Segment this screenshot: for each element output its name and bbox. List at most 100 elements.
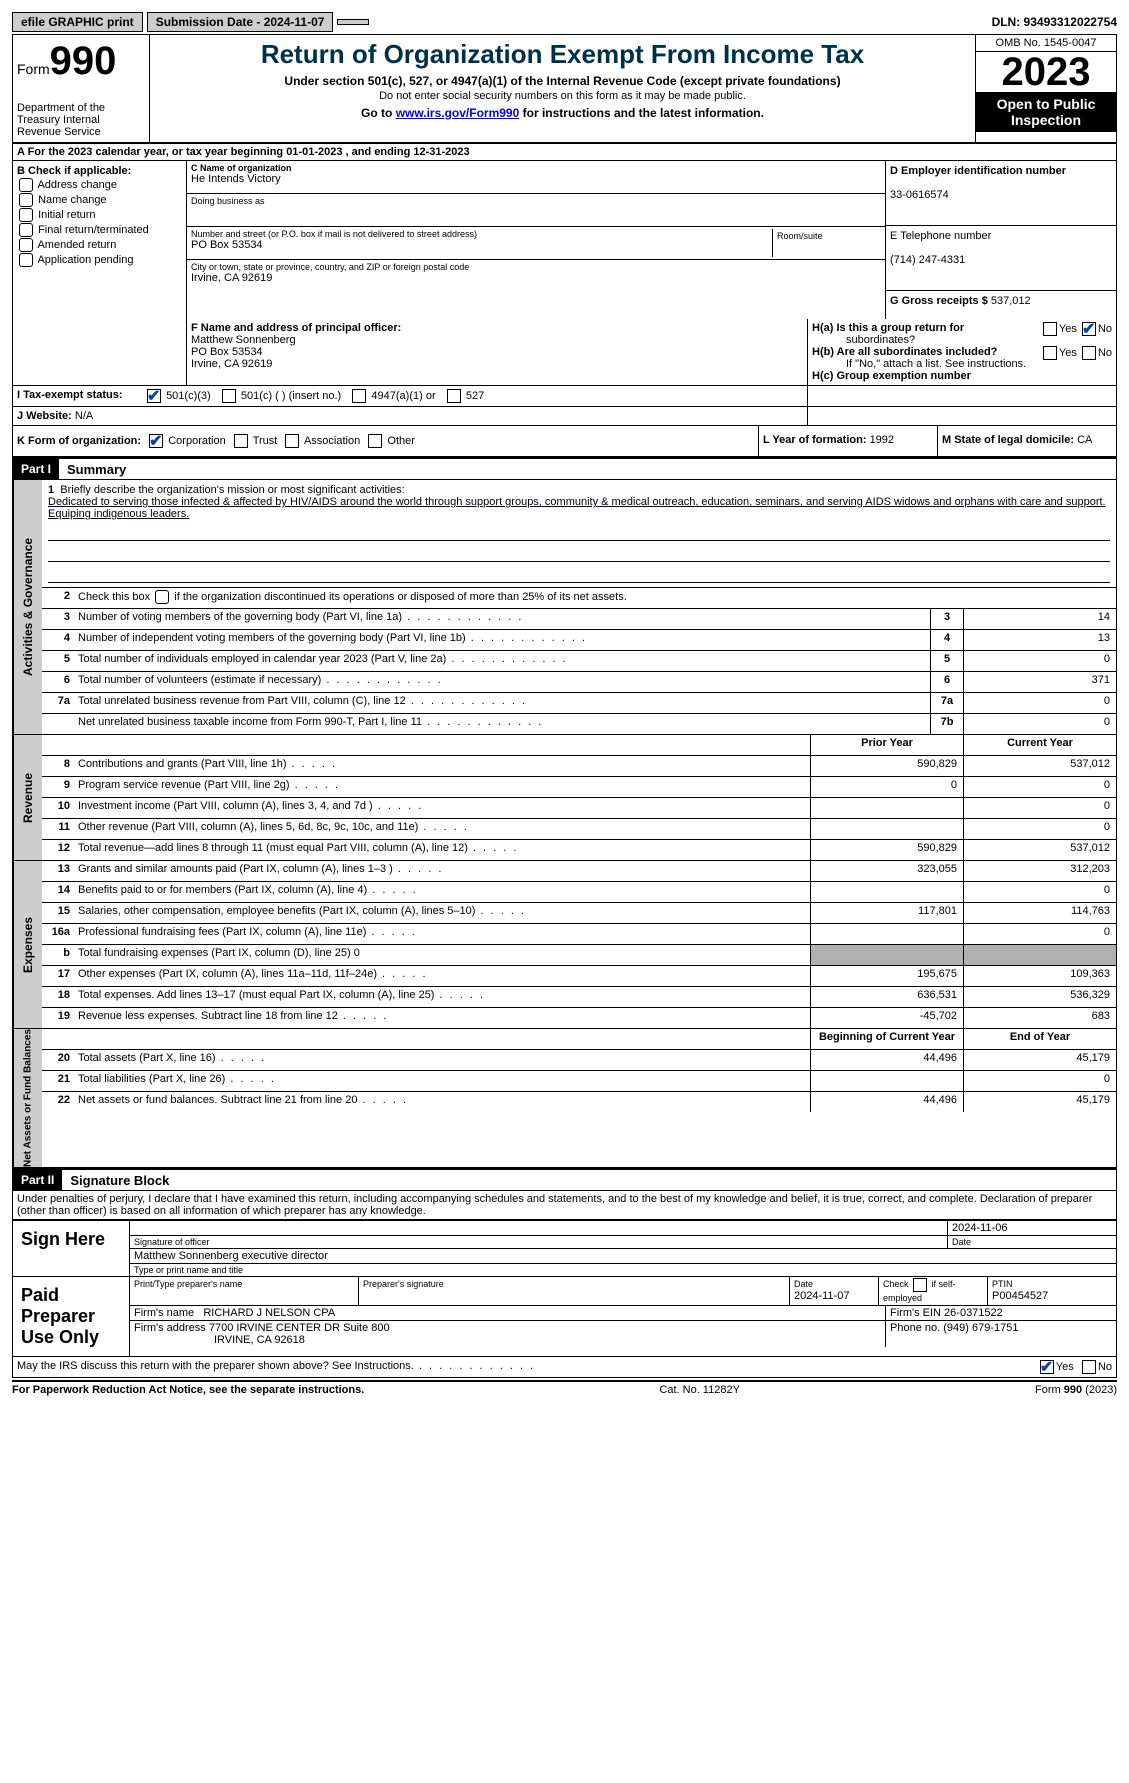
table-row: 18Total expenses. Add lines 13–17 (must … <box>42 987 1116 1008</box>
subtitle-2: Do not enter social security numbers on … <box>158 90 967 102</box>
hb-row: H(b) Are all subordinates included? Yes … <box>812 346 1112 370</box>
part2-title: Signature Block <box>70 1173 169 1188</box>
sig-officer-label: Signature of officer <box>130 1236 947 1248</box>
form-header: Form990 Department of the Treasury Inter… <box>12 34 1117 144</box>
section-b: B Check if applicable: Address change Na… <box>13 161 187 319</box>
discuss-no[interactable] <box>1082 1360 1096 1374</box>
goto-line: Go to www.irs.gov/Form990 for instructio… <box>158 106 967 120</box>
header-prior-year: Prior Year <box>810 735 963 755</box>
year-formation-label: L Year of formation: <box>763 434 870 446</box>
website-label: J Website: <box>17 410 75 422</box>
section-b-heading: B Check if applicable: <box>17 165 182 177</box>
check-corporation[interactable] <box>149 434 163 448</box>
goto-prefix: Go to <box>361 106 396 120</box>
ha-row: H(a) Is this a group return for Yes No s… <box>812 322 1112 346</box>
mission-text: Dedicated to serving those infected & af… <box>48 496 1106 520</box>
sig-date-label: Date <box>947 1236 1116 1248</box>
check-527[interactable] <box>447 389 461 403</box>
check-amended[interactable]: Amended return <box>17 238 182 252</box>
prep-sig-label: Preparer's signature <box>363 1279 444 1289</box>
officer-city: Irvine, CA 92619 <box>191 358 272 370</box>
table-row: Net unrelated business taxable income fr… <box>42 714 1116 734</box>
firm-ein: 26-0371522 <box>944 1307 1003 1319</box>
check-name-change[interactable]: Name change <box>17 193 182 207</box>
line1-num: 1 <box>48 484 54 496</box>
discuss-row: May the IRS discuss this return with the… <box>13 1357 1116 1377</box>
website-value: N/A <box>75 410 93 422</box>
vtab-net: Net Assets or Fund Balances <box>13 1029 42 1167</box>
form-title: Return of Organization Exempt From Incom… <box>158 39 967 70</box>
vtab-revenue: Revenue <box>13 735 42 860</box>
part2-label: Part II <box>13 1170 62 1190</box>
ein-label: D Employer identification number <box>890 165 1066 177</box>
table-row: 21Total liabilities (Part X, line 26)0 <box>42 1071 1116 1092</box>
check-address-change[interactable]: Address change <box>17 178 182 192</box>
org-name: He Intends Victory <box>191 173 881 185</box>
check-501c[interactable] <box>222 389 236 403</box>
check-initial-return[interactable]: Initial return <box>17 208 182 222</box>
form-prefix: Form <box>17 61 50 77</box>
year-formation: 1992 <box>870 434 894 446</box>
section-j: J Website: N/A <box>12 407 1117 426</box>
firm-name-label: Firm's name <box>134 1307 197 1319</box>
gross-receipts-value: 537,012 <box>991 295 1031 307</box>
table-row: 14Benefits paid to or for members (Part … <box>42 882 1116 903</box>
check-application-pending[interactable]: Application pending <box>17 253 182 267</box>
firm-addr: 7700 IRVINE CENTER DR Suite 800 <box>209 1322 390 1334</box>
check-501c3[interactable] <box>147 389 161 403</box>
check-discontinued[interactable] <box>155 590 169 604</box>
discuss-yes[interactable] <box>1040 1360 1054 1374</box>
prep-date: 2024-11-07 <box>794 1290 849 1302</box>
check-association[interactable] <box>285 434 299 448</box>
firm-city: IRVINE, CA 92618 <box>214 1334 305 1346</box>
irs-link[interactable]: www.irs.gov/Form990 <box>396 106 520 120</box>
net-assets-section: Net Assets or Fund Balances Beginning of… <box>12 1029 1117 1168</box>
gross-receipts-label: G Gross receipts $ <box>890 295 991 307</box>
section-c: C Name of organization He Intends Victor… <box>187 161 886 319</box>
section-klm: K Form of organization: Corporation Trus… <box>12 426 1117 457</box>
row-a-tax-year: A For the 2023 calendar year, or tax yea… <box>12 144 1117 161</box>
officer-print-name: Matthew Sonnenberg executive director <box>130 1249 1116 1263</box>
check-self-employed[interactable] <box>913 1278 927 1292</box>
tax-exempt-label: I Tax-exempt status: <box>17 389 123 401</box>
open-to-public: Open to Public Inspection <box>976 92 1116 132</box>
check-other[interactable] <box>368 434 382 448</box>
vtab-expenses: Expenses <box>13 861 42 1028</box>
form-number: Form990 <box>17 39 145 84</box>
table-row: 9Program service revenue (Part VIII, lin… <box>42 777 1116 798</box>
dba-label: Doing business as <box>191 196 881 206</box>
dln-label: DLN: 93493312022754 <box>992 15 1117 29</box>
check-4947[interactable] <box>352 389 366 403</box>
city-value: Irvine, CA 92619 <box>191 272 881 284</box>
submission-date-button[interactable]: Submission Date - 2024-11-07 <box>147 12 334 32</box>
street-value: PO Box 53534 <box>191 239 772 251</box>
prep-print-label: Print/Type preparer's name <box>134 1279 242 1289</box>
header-end-year: End of Year <box>963 1029 1116 1049</box>
check-final-return[interactable]: Final return/terminated <box>17 223 182 237</box>
sign-here-label: Sign Here <box>13 1221 130 1276</box>
domicile: CA <box>1077 434 1092 446</box>
efile-button[interactable]: efile GRAPHIC print <box>12 12 143 32</box>
perjury-statement: Under penalties of perjury, I declare th… <box>12 1191 1117 1219</box>
ptin-label: PTIN <box>992 1279 1013 1289</box>
firm-phone-label: Phone no. <box>890 1322 943 1334</box>
table-row: 17Other expenses (Part IX, column (A), l… <box>42 966 1116 987</box>
tax-year: 2023 <box>976 52 1116 92</box>
top-toolbar: efile GRAPHIC print Submission Date - 20… <box>12 12 1117 32</box>
prep-date-label: Date <box>794 1279 813 1289</box>
blank-button[interactable] <box>337 19 369 25</box>
sign-date: 2024-11-06 <box>947 1221 1116 1235</box>
identity-block: B Check if applicable: Address change Na… <box>12 161 1117 319</box>
table-row: 12Total revenue—add lines 8 through 11 (… <box>42 840 1116 860</box>
firm-ein-label: Firm's EIN <box>890 1307 944 1319</box>
table-row: 7aTotal unrelated business revenue from … <box>42 693 1116 714</box>
vtab-governance: Activities & Governance <box>13 480 42 734</box>
officer-addr: PO Box 53534 <box>191 346 263 358</box>
discuss-text: May the IRS discuss this return with the… <box>17 1360 535 1374</box>
check-trust[interactable] <box>234 434 248 448</box>
section-de: D Employer identification number 33-0616… <box>886 161 1116 319</box>
officer-label: F Name and address of principal officer: <box>191 322 401 334</box>
ptin-value: P00454527 <box>992 1290 1048 1302</box>
domicile-label: M State of legal domicile: <box>942 434 1077 446</box>
officer-name: Matthew Sonnenberg <box>191 334 296 346</box>
